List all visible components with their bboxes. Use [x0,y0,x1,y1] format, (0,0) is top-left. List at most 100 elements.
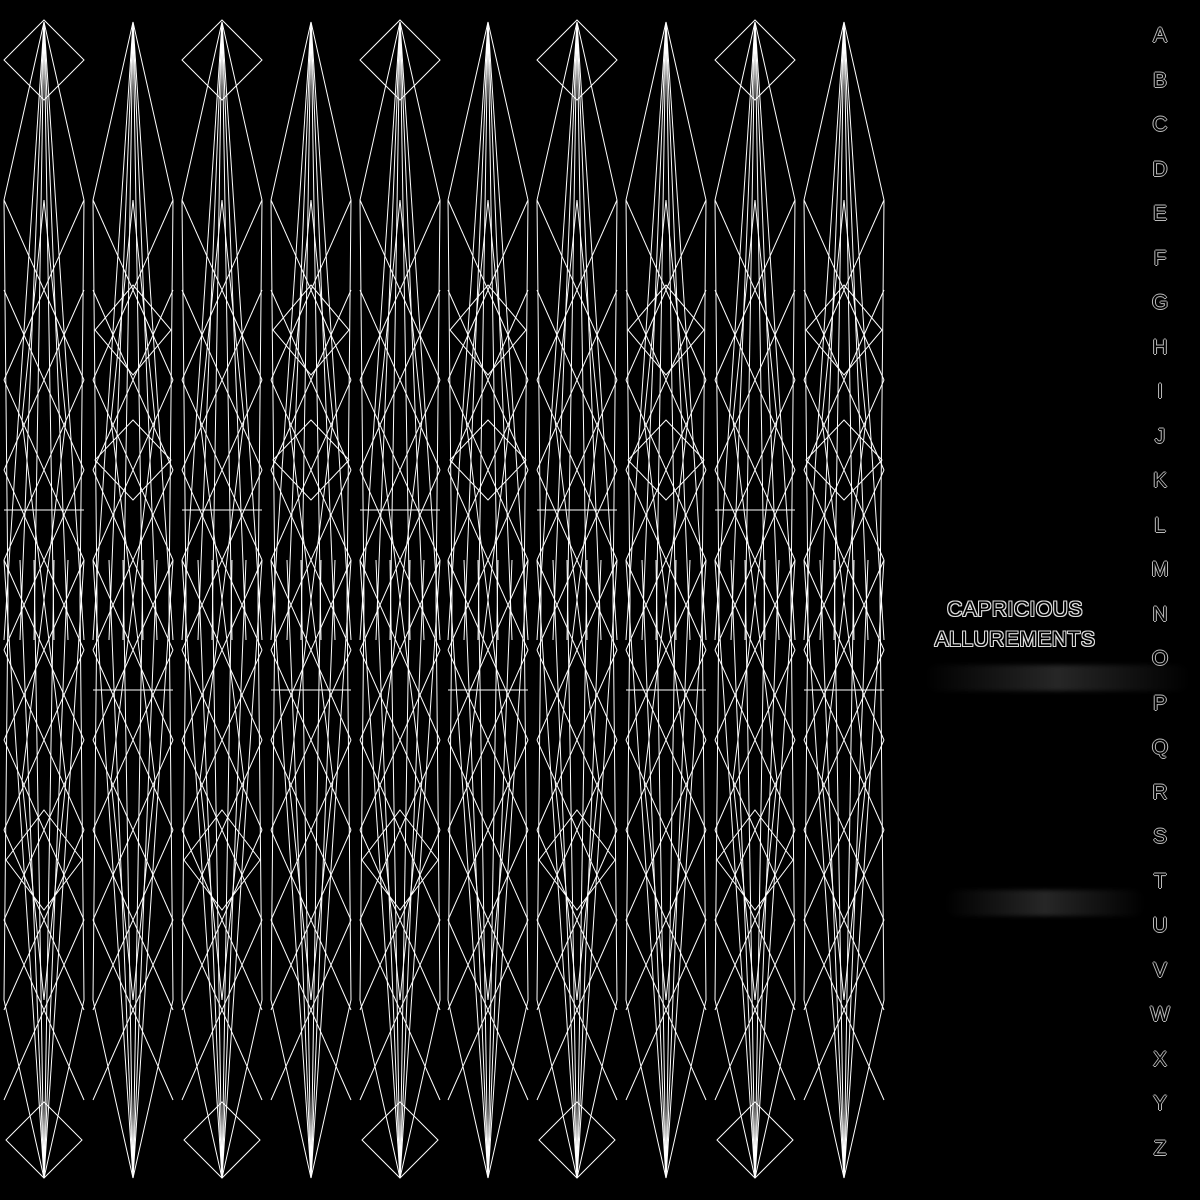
art-line [665,559,677,1179]
art-line [181,649,263,831]
art-line [270,649,352,831]
art-line [641,559,667,1179]
art-line [536,739,618,921]
alphabet-letter: O [1151,647,1169,670]
art-line [803,379,885,561]
art-line [665,21,677,641]
art-line [625,21,667,641]
art-line [92,21,134,641]
art-line [3,379,85,561]
art-line [754,559,796,1179]
alphabet-letter: R [1152,780,1168,804]
alphabet-letter: N [1152,602,1168,626]
art-line [552,559,578,1179]
alphabet-letter: J [1154,424,1166,448]
art-line [447,919,529,1101]
art-line [3,739,85,921]
art-line [576,559,588,1179]
art-diamond [183,1101,261,1179]
title-line-1: CAPRICIOUS [947,598,1083,621]
art-line [92,469,174,651]
art-diamond [3,19,85,101]
art-line [576,21,618,641]
art-line [300,559,312,1179]
art-diamond [21,599,67,1001]
art-line [3,199,85,381]
art-line [286,559,312,1179]
art-diamond [716,1101,794,1179]
art-line [389,21,401,641]
art-line [843,21,869,641]
alphabet-letter: P [1152,691,1167,715]
art-line [536,649,618,831]
art-line [3,829,85,1011]
art-diamond [554,599,600,1001]
art-line [447,829,529,1011]
art-line [181,289,263,471]
art-line [625,469,707,651]
art-line [552,21,578,641]
art-line [3,469,85,651]
art-line [132,21,174,641]
alphabet-letter: K [1152,469,1167,492]
art-diamond [5,809,83,911]
art-diamond [627,419,705,501]
art-line [714,919,796,1101]
art-line [19,21,45,641]
art-line [730,21,756,641]
art-line [92,919,174,1101]
art-line [132,21,158,641]
art-line [714,649,796,831]
art-line [211,559,223,1179]
art-line [447,379,529,561]
alphabet-letter: F [1153,246,1167,270]
art-line [744,559,756,1179]
art-line [359,21,401,641]
art-line [3,559,45,1179]
art-line [122,21,134,641]
art-line [92,289,174,471]
art-line [833,559,845,1179]
alphabet-letter: Q [1151,736,1169,759]
art-line [270,559,312,1179]
art-line [625,289,707,471]
art-diamond [805,284,883,376]
art-line [487,21,529,641]
art-line [92,379,174,561]
art-line [375,21,401,641]
art-line [625,379,707,561]
art-line [447,559,529,741]
art-line [181,199,263,381]
art-line [566,559,578,1179]
art-line [744,21,756,641]
art-line [576,559,602,1179]
art-line [92,199,174,381]
art-line [270,21,312,641]
art-line [389,559,401,1179]
art-line [536,559,618,741]
art-line [33,21,45,641]
art-line [754,559,780,1179]
art-line [447,199,529,381]
art-line [754,559,766,1179]
art-line [463,559,489,1179]
art-line [221,21,247,641]
art-line [270,379,352,561]
art-line [399,21,441,641]
art-line [833,21,845,641]
art-line [181,559,223,1179]
art-diamond [538,1101,616,1179]
art-line [310,21,322,641]
geometric-line-artwork [3,19,885,1179]
art-line [625,919,707,1101]
art-diamond [359,19,441,101]
art-line [221,21,263,641]
alphabet-letter: E [1152,202,1167,225]
art-line [270,829,352,1011]
art-line [819,21,845,641]
art-line [536,919,618,1101]
alphabet-letter: W [1150,1003,1170,1026]
alphabet-letter: T [1153,869,1167,893]
art-diamond [716,809,794,911]
art-line [3,21,45,641]
